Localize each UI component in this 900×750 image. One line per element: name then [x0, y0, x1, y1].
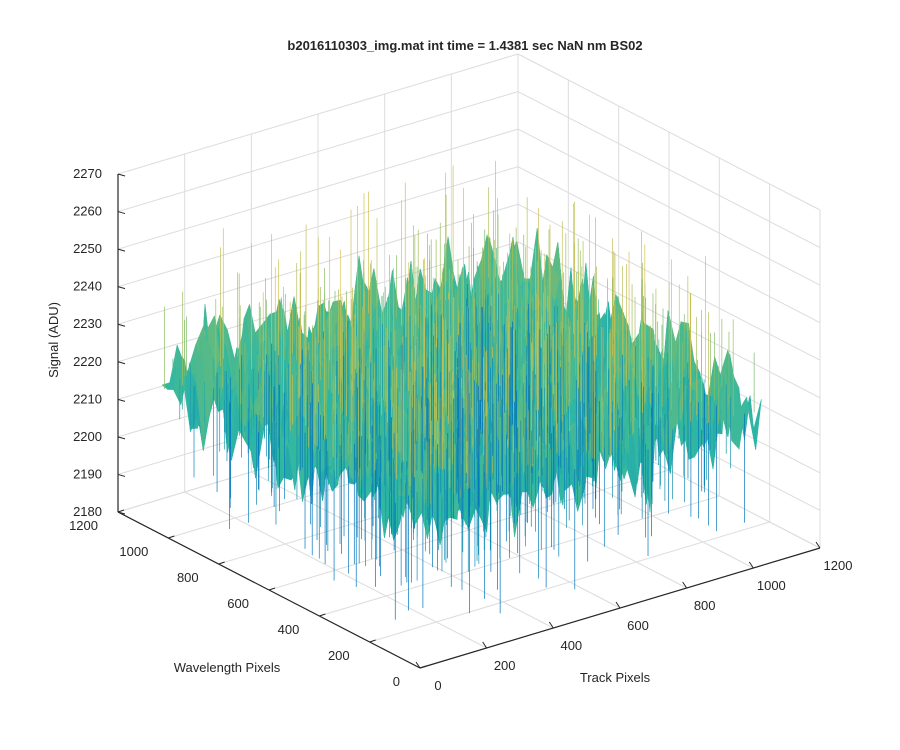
z-tick: [117, 248, 126, 252]
y-tick: [369, 639, 376, 643]
x-tick: [615, 601, 621, 609]
z-tick-label: 2200: [73, 429, 102, 444]
grid-line: [319, 495, 720, 617]
y-tick: [419, 665, 427, 669]
z-tick-label: 2260: [73, 204, 102, 219]
grid-line: [117, 91, 519, 213]
z-tick: [117, 361, 126, 365]
z-tick-label: 2220: [73, 354, 102, 369]
chart-title: b2016110303_img.mat int time = 1.4381 se…: [287, 38, 642, 53]
grid-line: [117, 166, 519, 288]
x-tick-label: 0: [434, 678, 441, 693]
grid-line: [517, 203, 821, 361]
z-tick: [117, 323, 126, 327]
y-tick: [218, 561, 225, 565]
y-tick-label: 400: [278, 622, 300, 637]
z-tick-label: 2230: [73, 316, 102, 331]
y-tick-label: 1200: [69, 518, 98, 533]
y-axis-label: Wavelength Pixels: [174, 660, 281, 675]
x-axis-label: Track Pixels: [580, 670, 651, 685]
y-tick-label: 800: [177, 570, 199, 585]
x-tick-label: 200: [494, 658, 516, 673]
z-tick-label: 2240: [73, 279, 102, 294]
y-tick-label: 200: [328, 648, 350, 663]
z-tick-label: 2210: [73, 391, 102, 406]
y-tick: [117, 509, 125, 513]
grid-line: [117, 128, 519, 250]
tick-labels: 0 200 400 600 800 1000 1200 0 200 400 600 800 1000 12…: [69, 166, 852, 693]
surface-plot: [161, 160, 762, 620]
grid-line: [117, 53, 519, 175]
surface-patch: [414, 459, 428, 539]
y-tick-label: 0: [393, 674, 400, 689]
x-tick: [748, 561, 754, 569]
y-tick: [268, 587, 276, 591]
x-tick-label: 1000: [757, 578, 786, 593]
x-tick-label: 1200: [824, 558, 853, 573]
z-tick: [117, 286, 126, 290]
grid-line: [369, 521, 770, 643]
z-tick: [117, 173, 126, 177]
grid-line: [517, 128, 821, 286]
z-tick: [117, 211, 126, 215]
z-tick-label: 2190: [73, 466, 102, 481]
x-tick: [815, 541, 821, 549]
y-tick: [319, 613, 326, 617]
grid-line: [517, 166, 821, 324]
z-tick-label: 2180: [73, 504, 102, 519]
grid-line: [517, 91, 821, 248]
z-tick: [117, 436, 126, 440]
y-tick-label: 600: [227, 596, 249, 611]
y-tick: [168, 535, 175, 539]
y-tick-label: 1000: [119, 544, 148, 559]
grid-line: [517, 53, 821, 211]
grid-line: [268, 469, 670, 591]
z-tick-label: 2250: [73, 241, 102, 256]
x-tick-label: 600: [627, 618, 649, 633]
x-tick: [482, 641, 488, 649]
z-tick: [117, 473, 126, 477]
x-tick-label: 400: [560, 638, 582, 653]
z-axis-label: Signal (ADU): [46, 302, 61, 378]
x-tick: [548, 621, 554, 629]
z-tick: [117, 511, 126, 515]
x-tick: [415, 661, 421, 669]
z-tick-label: 2270: [73, 166, 102, 181]
x-tick-label: 800: [694, 598, 716, 613]
z-tick: [117, 398, 126, 402]
x-tick: [682, 581, 688, 589]
